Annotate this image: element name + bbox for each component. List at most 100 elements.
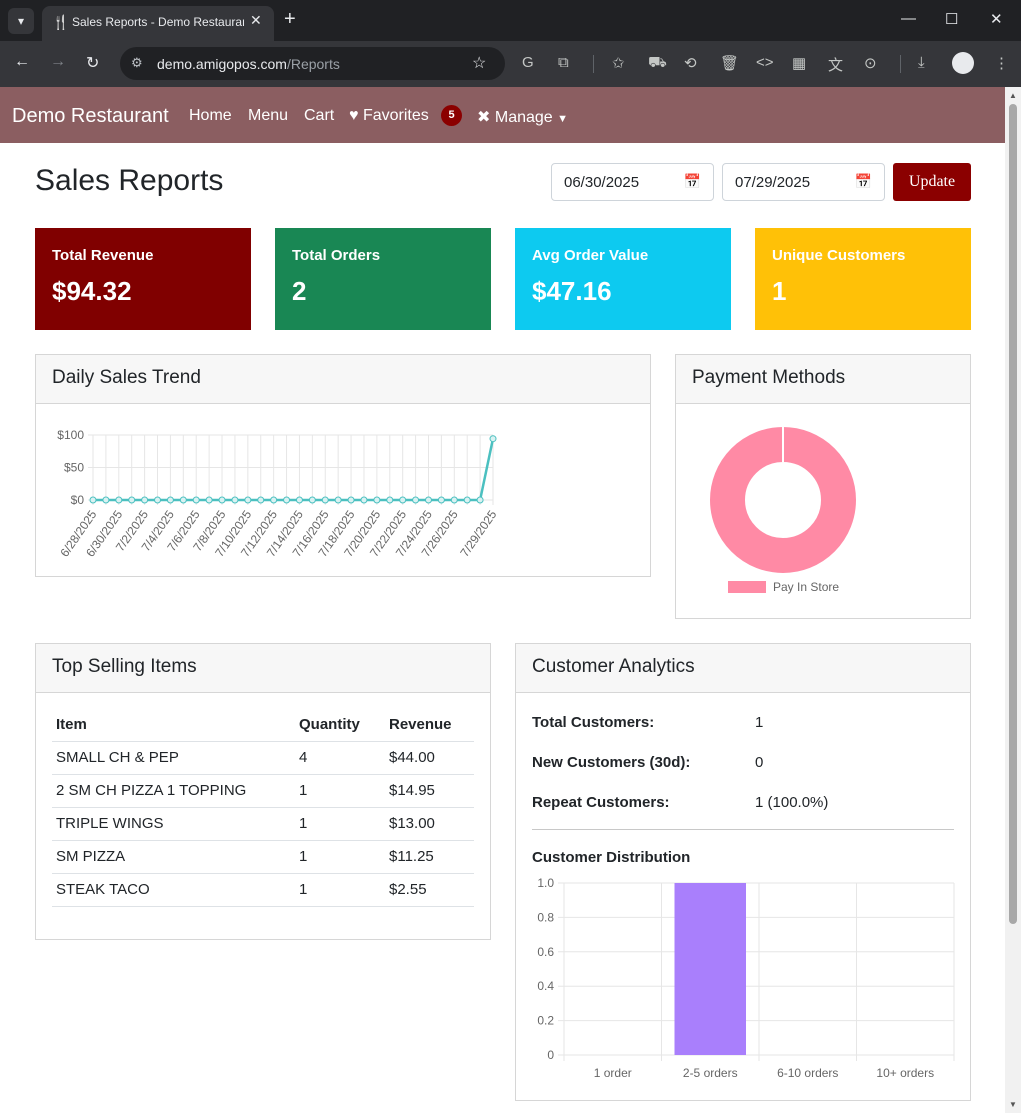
- item-quantity: 1: [295, 840, 385, 874]
- data-point: [399, 496, 407, 504]
- calendar-icon[interactable]: 📅: [683, 173, 701, 189]
- new-tab-button[interactable]: +: [284, 8, 296, 30]
- item-revenue: $44.00: [385, 741, 474, 775]
- y-tick-label: 0.8: [537, 910, 554, 924]
- profile-avatar-icon[interactable]: [952, 52, 974, 74]
- data-point: [321, 496, 329, 504]
- section-divider: [532, 829, 954, 830]
- daily-sales-chart: $100$50$06/28/20256/30/20257/2/20257/4/2…: [57, 428, 499, 559]
- nav-manage-dropdown[interactable]: ✖ Manage ▼: [477, 107, 568, 127]
- reload-icon[interactable]: ↻: [86, 55, 100, 72]
- data-point: [154, 496, 162, 504]
- x-tick-label: 10+ orders: [876, 1066, 934, 1080]
- new-customers-label: New Customers (30d):: [532, 754, 691, 771]
- end-date-value: 07/29/2025: [735, 174, 811, 191]
- start-date-value: 06/30/2025: [564, 174, 640, 191]
- browser-tab[interactable]: 🍴 Sales Reports - Demo Restaurant ✕: [42, 6, 274, 41]
- item-quantity: 1: [295, 873, 385, 907]
- site-navbar: Demo Restaurant Home Menu Cart ♥ Favorit…: [0, 87, 1005, 143]
- calendar-icon[interactable]: 📅: [854, 173, 872, 189]
- column-header: Quantity: [295, 708, 385, 742]
- column-header: Revenue: [385, 708, 474, 742]
- site-info-icon[interactable]: ⚙: [131, 55, 143, 70]
- window-close-icon[interactable]: ✕: [990, 11, 1003, 28]
- customer-distribution-chart: 1.0 0.8 0.6 0.4 0.2 0 1 order 2-5 orders 6-10 or…: [537, 876, 955, 1080]
- puzzle-extension-icon[interactable]: ⧉: [558, 54, 569, 71]
- start-date-input[interactable]: 06/30/2025 📅: [551, 163, 714, 201]
- data-point: [334, 496, 342, 504]
- data-point: [463, 496, 471, 504]
- screenshot-extension-icon[interactable]: ⊙: [864, 55, 877, 72]
- nav-cart-link[interactable]: Cart: [304, 107, 335, 124]
- trash-extension-icon[interactable]: 🗑: [720, 55, 740, 72]
- tab-close-icon[interactable]: ✕: [250, 12, 262, 28]
- nav-home-link[interactable]: Home: [189, 107, 232, 124]
- code-extension-icon[interactable]: <>: [756, 54, 774, 71]
- bookmark-star-icon[interactable]: ☆: [472, 55, 487, 72]
- end-date-input[interactable]: 07/29/2025 📅: [722, 163, 885, 201]
- back-icon[interactable]: ←: [14, 53, 30, 70]
- maximize-icon[interactable]: ☐: [945, 11, 959, 28]
- bar: [674, 883, 746, 1055]
- stat-value: $47.16: [532, 276, 612, 306]
- repeat-customers-value: 1 (100.0%): [755, 794, 829, 811]
- item-revenue: $14.95: [385, 774, 474, 808]
- data-point: [179, 496, 187, 504]
- translate-extension-icon[interactable]: G: [522, 54, 534, 71]
- table-row: SMALL CH & PEP 4 $44.00: [52, 741, 474, 775]
- car-extension-icon[interactable]: ⛟: [648, 54, 667, 71]
- card-title: Customer Analytics: [532, 656, 695, 677]
- card-header: Top Selling Items: [36, 644, 490, 693]
- data-point: [102, 496, 110, 504]
- total-orders-card: Total Orders 2: [275, 228, 491, 330]
- brand-link[interactable]: Demo Restaurant: [12, 105, 169, 127]
- data-point: [360, 496, 368, 504]
- card-title: Payment Methods: [692, 367, 846, 388]
- stat-label: Unique Customers: [772, 247, 906, 264]
- layout-extension-icon[interactable]: ▦: [792, 55, 807, 72]
- minimize-icon[interactable]: —: [901, 10, 916, 27]
- stat-label: Total Revenue: [52, 247, 154, 264]
- scrollbar-thumb[interactable]: [1009, 104, 1017, 924]
- table-row: STEAK TACO 1 $2.55: [52, 873, 474, 907]
- x-tick-label: 1 order: [594, 1066, 632, 1080]
- scroll-up-icon[interactable]: ▲: [1009, 91, 1017, 100]
- data-point: [166, 496, 174, 504]
- caret-down-icon: ▼: [557, 113, 569, 125]
- data-point: [412, 496, 420, 504]
- toolbar-divider: [900, 55, 901, 73]
- scroll-down-icon[interactable]: ▼: [1009, 1100, 1017, 1109]
- star-extension-icon[interactable]: ✩: [612, 55, 625, 72]
- forward-icon[interactable]: →: [50, 53, 66, 70]
- url-text[interactable]: demo.amigopos.com/Reports: [157, 56, 340, 72]
- heart-icon: ♥: [349, 107, 359, 124]
- card-header: Payment Methods: [676, 355, 970, 404]
- y-tick-label: $50: [64, 461, 84, 475]
- update-button[interactable]: Update: [893, 163, 971, 201]
- item-name: SM PIZZA: [52, 840, 295, 874]
- payment-methods-card: Payment Methods Pay In Store: [675, 354, 971, 619]
- stat-label: Avg Order Value: [532, 247, 649, 264]
- tab-search-button[interactable]: ▾: [8, 8, 34, 34]
- item-quantity: 4: [295, 741, 385, 775]
- y-tick-label: 1.0: [537, 876, 554, 890]
- nav-menu-link[interactable]: Menu: [248, 107, 289, 124]
- data-point: [231, 496, 239, 504]
- favorites-label: Favorites: [362, 107, 429, 124]
- data-point: [386, 496, 394, 504]
- data-point: [218, 496, 226, 504]
- address-bar[interactable]: ⚙ demo.amigopos.com/Reports ☆: [120, 47, 505, 80]
- data-point: [141, 496, 149, 504]
- unique-customers-card: Unique Customers 1: [755, 228, 971, 330]
- translate2-extension-icon[interactable]: 文: [828, 57, 844, 74]
- item-name: 2 SM CH PIZZA 1 TOPPING: [52, 774, 295, 808]
- history-extension-icon[interactable]: ⟲: [684, 55, 697, 72]
- data-point: [205, 496, 213, 504]
- more-menu-icon[interactable]: ⋮: [994, 55, 1009, 72]
- total-revenue-card: Total Revenue $94.32: [35, 228, 251, 330]
- y-tick-label: 0: [547, 1048, 554, 1062]
- x-tick-label: 7/29/2025: [457, 507, 499, 559]
- nav-favorites-link[interactable]: ♥ Favorites: [349, 107, 429, 125]
- toolbar-divider: [593, 55, 594, 73]
- download-icon[interactable]: ⤓: [918, 54, 925, 71]
